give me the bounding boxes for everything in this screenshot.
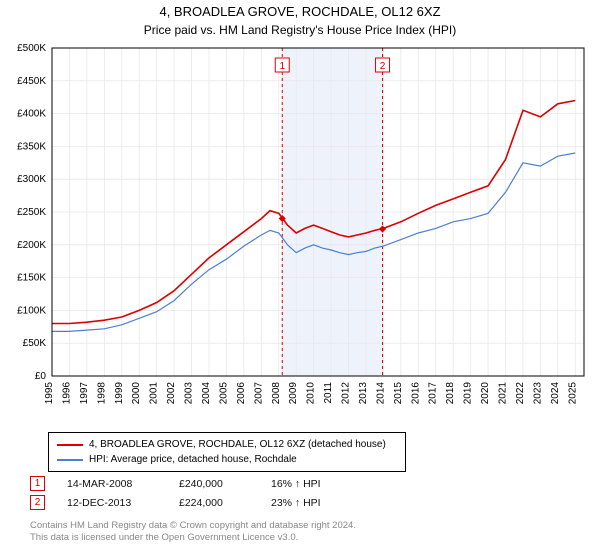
svg-text:£450K: £450K	[17, 76, 46, 87]
svg-text:1: 1	[279, 61, 285, 72]
svg-text:£350K: £350K	[17, 141, 46, 152]
footer-attribution: Contains HM Land Registry data © Crown c…	[30, 520, 356, 545]
title-block: 4, BROADLEA GROVE, ROCHDALE, OL12 6XZ Pr…	[0, 0, 600, 37]
svg-text:2017: 2017	[428, 382, 439, 405]
sale-hpi: 16% ↑ HPI	[271, 478, 351, 490]
svg-text:£150K: £150K	[17, 273, 46, 284]
legend-swatch	[57, 459, 83, 461]
svg-text:2004: 2004	[201, 382, 212, 405]
svg-text:2020: 2020	[480, 382, 491, 405]
svg-text:2015: 2015	[393, 382, 404, 405]
svg-text:2021: 2021	[498, 382, 509, 405]
sale-row: 1 14-MAR-2008 £240,000 16% ↑ HPI	[30, 476, 351, 491]
svg-text:2014: 2014	[375, 382, 386, 405]
svg-text:2003: 2003	[184, 382, 195, 405]
price-chart: 12£0£50K£100K£150K£200K£250K£300K£350K£4…	[48, 44, 588, 404]
legend-item: HPI: Average price, detached house, Roch…	[57, 452, 397, 467]
svg-text:2023: 2023	[532, 382, 543, 405]
svg-text:£100K: £100K	[17, 305, 46, 316]
svg-text:£0: £0	[35, 371, 47, 382]
svg-text:2012: 2012	[341, 382, 352, 405]
footer-line-1: Contains HM Land Registry data © Crown c…	[30, 520, 356, 532]
svg-text:1995: 1995	[44, 382, 55, 405]
svg-text:2013: 2013	[358, 382, 369, 405]
sale-marker-icon: 1	[30, 476, 45, 491]
sale-price: £224,000	[179, 497, 249, 509]
sale-date: 14-MAR-2008	[67, 478, 157, 490]
svg-text:1998: 1998	[96, 382, 107, 405]
sale-marker-icon: 2	[30, 495, 45, 510]
svg-text:2025: 2025	[567, 382, 578, 405]
sale-price: £240,000	[179, 478, 249, 490]
svg-text:2006: 2006	[236, 382, 247, 405]
svg-text:2019: 2019	[463, 382, 474, 405]
svg-text:2011: 2011	[323, 382, 334, 404]
svg-text:1997: 1997	[79, 382, 90, 405]
legend-label: HPI: Average price, detached house, Roch…	[89, 452, 297, 467]
svg-text:2001: 2001	[149, 382, 160, 405]
svg-text:2007: 2007	[253, 382, 264, 405]
sale-date: 12-DEC-2013	[67, 497, 157, 509]
svg-text:2000: 2000	[131, 382, 142, 405]
chart-title: 4, BROADLEA GROVE, ROCHDALE, OL12 6XZ	[0, 4, 600, 21]
svg-text:2002: 2002	[166, 382, 177, 405]
svg-text:£50K: £50K	[23, 338, 47, 349]
legend-item: 4, BROADLEA GROVE, ROCHDALE, OL12 6XZ (d…	[57, 437, 397, 452]
sale-hpi: 23% ↑ HPI	[271, 497, 351, 509]
svg-text:£500K: £500K	[17, 43, 46, 54]
footer-line-2: This data is licensed under the Open Gov…	[30, 532, 356, 544]
legend: 4, BROADLEA GROVE, ROCHDALE, OL12 6XZ (d…	[48, 432, 406, 472]
svg-text:2022: 2022	[515, 382, 526, 405]
legend-label: 4, BROADLEA GROVE, ROCHDALE, OL12 6XZ (d…	[89, 437, 386, 452]
svg-text:£300K: £300K	[17, 174, 46, 185]
chart-subtitle: Price paid vs. HM Land Registry's House …	[0, 23, 600, 37]
svg-text:£400K: £400K	[17, 109, 46, 120]
svg-text:2024: 2024	[550, 382, 561, 405]
svg-text:1996: 1996	[61, 382, 72, 405]
svg-text:2: 2	[380, 61, 386, 72]
svg-text:2005: 2005	[218, 382, 229, 405]
svg-text:2008: 2008	[271, 382, 282, 405]
svg-text:2010: 2010	[306, 382, 317, 405]
svg-text:2009: 2009	[288, 382, 299, 405]
svg-text:1999: 1999	[114, 382, 125, 405]
legend-swatch	[57, 444, 83, 446]
page-container: 4, BROADLEA GROVE, ROCHDALE, OL12 6XZ Pr…	[0, 0, 600, 560]
svg-text:2016: 2016	[410, 382, 421, 405]
sale-records: 1 14-MAR-2008 £240,000 16% ↑ HPI 2 12-DEC-201…	[30, 476, 351, 514]
svg-text:£250K: £250K	[17, 207, 46, 218]
svg-text:£200K: £200K	[17, 240, 46, 251]
svg-text:2018: 2018	[445, 382, 456, 405]
sale-row: 2 12-DEC-2013 £224,000 23% ↑ HPI	[30, 495, 351, 510]
